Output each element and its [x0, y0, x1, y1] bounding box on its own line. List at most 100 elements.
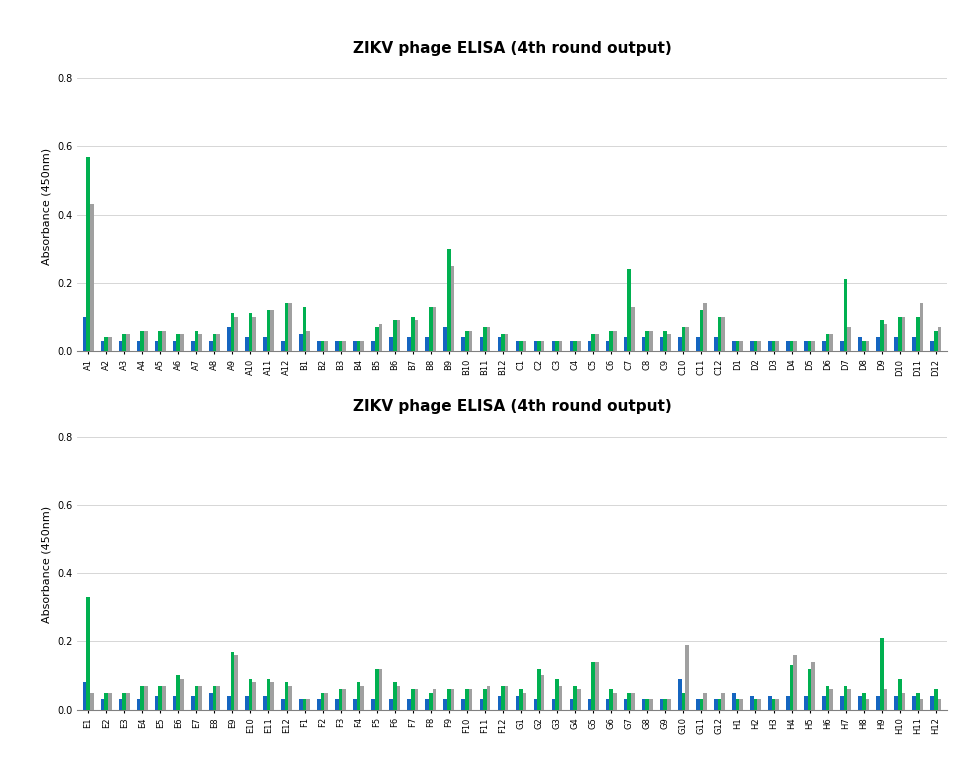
Bar	[895, 337, 898, 351]
Bar	[245, 696, 248, 710]
Bar	[844, 686, 847, 710]
Bar	[786, 341, 790, 351]
Bar	[379, 668, 383, 710]
Bar	[425, 700, 429, 710]
Bar	[288, 686, 292, 710]
Bar	[411, 317, 414, 351]
Bar	[483, 689, 487, 710]
Bar	[577, 689, 581, 710]
Bar	[533, 700, 537, 710]
Bar	[371, 700, 375, 710]
Bar	[173, 341, 177, 351]
Bar	[934, 689, 938, 710]
Bar	[360, 341, 364, 351]
Bar	[753, 700, 757, 710]
Bar	[505, 334, 508, 351]
Bar	[396, 686, 400, 710]
Bar	[356, 341, 360, 351]
Bar	[880, 638, 884, 710]
Bar	[339, 689, 342, 710]
Bar	[610, 689, 613, 710]
Bar	[595, 334, 599, 351]
Bar	[429, 307, 433, 351]
Bar	[591, 334, 595, 351]
Bar	[859, 337, 862, 351]
Bar	[162, 686, 165, 710]
Bar	[227, 696, 231, 710]
Bar	[321, 341, 325, 351]
Bar	[645, 700, 649, 710]
Bar	[830, 334, 833, 351]
Bar	[750, 341, 753, 351]
Bar	[123, 693, 126, 710]
Bar	[234, 655, 238, 710]
Bar	[180, 334, 184, 351]
Bar	[119, 700, 123, 710]
Bar	[123, 334, 126, 351]
Bar	[920, 700, 923, 710]
Bar	[559, 341, 562, 351]
Bar	[772, 700, 776, 710]
Bar	[682, 327, 685, 351]
Bar	[537, 668, 541, 710]
Bar	[83, 682, 86, 710]
Bar	[162, 330, 165, 351]
Bar	[938, 327, 941, 351]
Bar	[595, 662, 599, 710]
Bar	[86, 156, 90, 351]
Bar	[108, 693, 111, 710]
Bar	[335, 700, 339, 710]
Bar	[866, 700, 869, 710]
Bar	[516, 696, 519, 710]
Bar	[876, 696, 880, 710]
Bar	[447, 249, 451, 351]
Bar	[83, 317, 86, 351]
Bar	[624, 700, 628, 710]
Bar	[862, 341, 866, 351]
Bar	[685, 327, 689, 351]
Bar	[610, 330, 613, 351]
Bar	[342, 341, 346, 351]
Bar	[631, 693, 635, 710]
Bar	[668, 334, 670, 351]
Bar	[898, 679, 901, 710]
Bar	[371, 341, 375, 351]
Bar	[354, 700, 356, 710]
Bar	[736, 700, 739, 710]
Bar	[876, 337, 880, 351]
Bar	[916, 317, 920, 351]
Bar	[299, 700, 302, 710]
Y-axis label: Absorbance (450nm): Absorbance (450nm)	[42, 506, 51, 623]
Bar	[317, 700, 321, 710]
Bar	[408, 337, 411, 351]
Bar	[613, 330, 616, 351]
Bar	[375, 668, 379, 710]
Bar	[628, 693, 631, 710]
Bar	[443, 327, 447, 351]
Bar	[270, 310, 274, 351]
Bar	[930, 341, 934, 351]
Bar	[732, 341, 736, 351]
Bar	[664, 700, 668, 710]
Bar	[321, 693, 325, 710]
Bar	[360, 686, 364, 710]
Bar	[191, 696, 194, 710]
Bar	[830, 689, 833, 710]
Bar	[916, 693, 920, 710]
Bar	[216, 686, 220, 710]
Bar	[234, 317, 238, 351]
Bar	[739, 700, 743, 710]
Bar	[451, 266, 454, 351]
Bar	[285, 303, 288, 351]
Bar	[501, 334, 505, 351]
Bar	[231, 314, 234, 351]
Title: ZIKV phage ELISA (4th round output): ZIKV phage ELISA (4th round output)	[353, 40, 671, 56]
Bar	[722, 317, 724, 351]
Bar	[393, 682, 396, 710]
Bar	[696, 700, 699, 710]
Bar	[790, 665, 793, 710]
Bar	[263, 337, 267, 351]
Bar	[934, 330, 938, 351]
Bar	[140, 330, 144, 351]
Bar	[227, 327, 231, 351]
